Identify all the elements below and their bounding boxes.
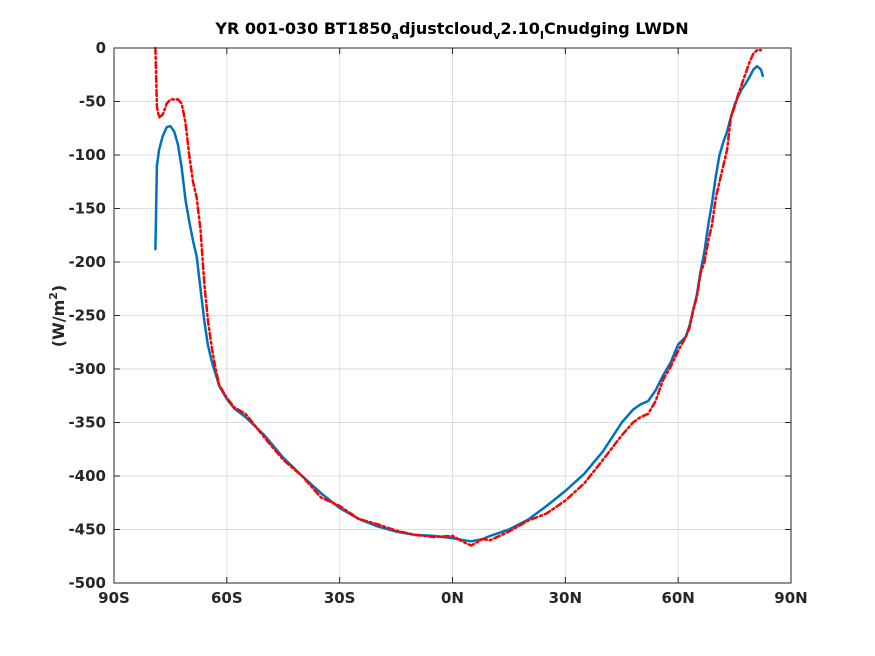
text-fragment: v xyxy=(493,29,501,42)
text-fragment: ) xyxy=(49,285,68,292)
y-tick-label: -150 xyxy=(68,200,106,218)
x-tick-label: 30S xyxy=(324,589,356,607)
y-tick-label: -450 xyxy=(68,521,106,539)
x-tick-label: 60N xyxy=(661,589,694,607)
text-fragment: (W/m xyxy=(49,300,68,347)
y-tick-label: -100 xyxy=(68,146,106,164)
x-tick-label: 60S xyxy=(211,589,243,607)
text-fragment: djustcloud xyxy=(399,19,493,38)
y-tick-label: -200 xyxy=(68,253,106,271)
y-tick-label: -300 xyxy=(68,360,106,378)
text-fragment: Cnudging LWDN xyxy=(544,19,689,38)
x-tick-label: 90N xyxy=(774,589,807,607)
text-fragment: a xyxy=(392,29,399,42)
text-fragment: YR 001-030 BT1850 xyxy=(214,19,391,38)
text-fragment: 2.10 xyxy=(500,19,539,38)
y-tick-label: -50 xyxy=(79,93,106,111)
x-tick-label: 90S xyxy=(98,589,130,607)
chart-title: YR 001-030 BT1850adjustcloudv2.10ICnudgi… xyxy=(214,19,688,42)
y-tick-label: -500 xyxy=(68,574,106,592)
x-tick-label: 30N xyxy=(549,589,582,607)
y-tick-label: 0 xyxy=(96,39,106,57)
axis-ticks: 90S 60S 30S 0N 30N 60N 90N 0 -50 -100 -150 -200 -250… xyxy=(68,39,807,607)
y-tick-label: -350 xyxy=(68,414,106,432)
y-tick-label: -400 xyxy=(68,467,106,485)
series-group xyxy=(154,46,765,547)
y-tick-label: -250 xyxy=(68,307,106,325)
text-fragment: I xyxy=(540,29,544,42)
series-line-1 xyxy=(154,64,765,543)
text-fragment: 2 xyxy=(47,292,60,300)
y-axis-label: (W/m2) xyxy=(47,285,68,347)
x-tick-label: 0N xyxy=(441,589,464,607)
series-line-2 xyxy=(154,46,763,547)
